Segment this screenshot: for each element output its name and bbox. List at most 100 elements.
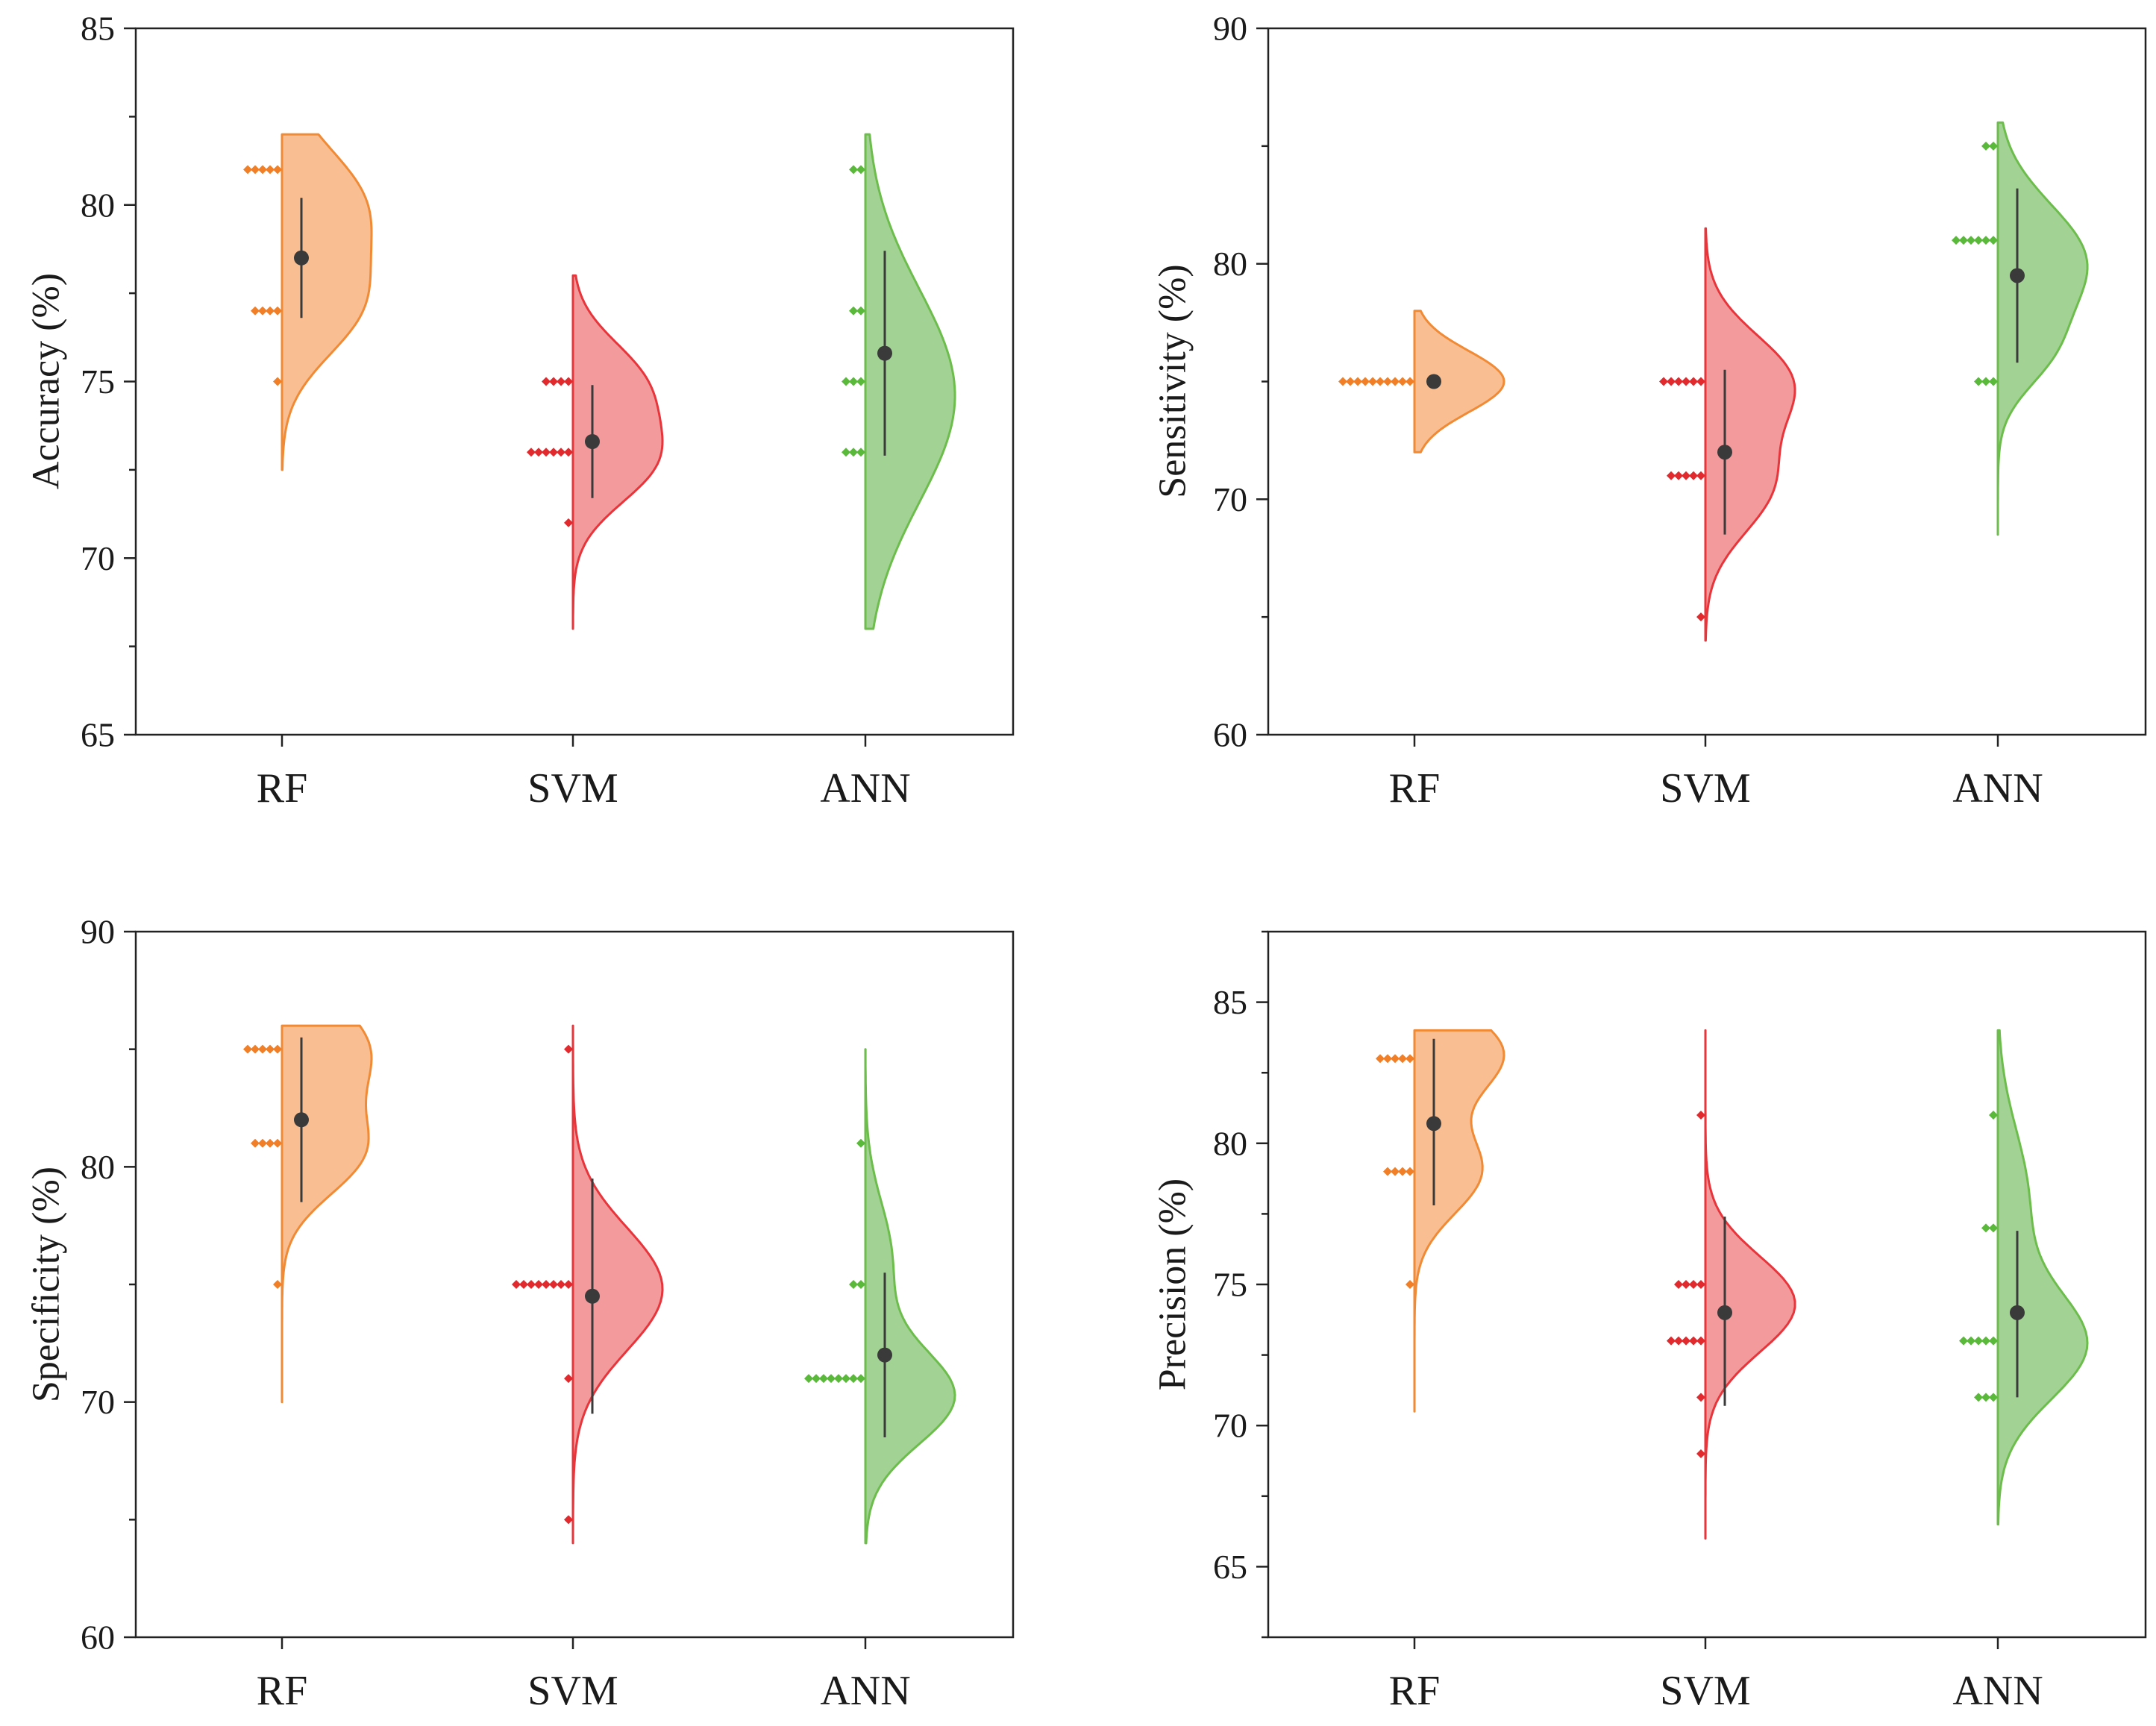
accuracy-svm-data-point: [549, 448, 558, 457]
precision-rf-data-point: [1398, 1054, 1407, 1064]
sensitivity-rf-data-point: [1376, 377, 1385, 386]
accuracy-svm-data-point: [549, 377, 558, 386]
sensitivity-ann-data-point: [1989, 377, 1998, 386]
sensitivity-svm-mean-marker: [1717, 445, 1732, 460]
specificity-ytick-label: 80: [81, 1148, 115, 1186]
specificity-rf-mean-marker: [294, 1112, 309, 1128]
precision-svm-data-point: [1696, 1336, 1705, 1346]
precision-rf-data-point: [1391, 1054, 1400, 1064]
sensitivity-svm-data-point: [1667, 377, 1676, 386]
precision-rf-mean-marker: [1426, 1116, 1441, 1132]
accuracy-category-label-ann: ANN: [820, 765, 910, 812]
precision-svm-data-point: [1667, 1336, 1676, 1346]
sensitivity-rf-data-point: [1398, 377, 1407, 386]
specificity-ann-data-point: [856, 1374, 865, 1384]
accuracy-ytick-label: 70: [81, 539, 115, 577]
specificity-rf-data-point: [266, 1138, 275, 1148]
sensitivity-ann-violin: [1996, 121, 2089, 536]
specificity-ann-data-point: [842, 1374, 850, 1384]
specificity-svm-data-point: [557, 1280, 565, 1289]
accuracy-rf-data-point: [273, 306, 282, 316]
precision-svm-mean-marker: [1717, 1305, 1732, 1320]
precision-ytick-label: 65: [1213, 1548, 1247, 1586]
precision-rf-violin: [1413, 1029, 1505, 1413]
specificity-ann-data-point: [849, 1374, 858, 1384]
specificity-svm-data-point: [527, 1280, 536, 1289]
specificity-rf-data-point: [273, 1280, 282, 1289]
sensitivity-ann-data-point: [1952, 236, 1961, 245]
precision-svm-data-point: [1696, 1110, 1705, 1120]
sensitivity-rf-data-point: [1391, 377, 1400, 386]
accuracy-rf-violin: [281, 133, 373, 471]
sensitivity-ytick-label: 80: [1213, 245, 1247, 283]
sensitivity-rf-data-point: [1338, 377, 1347, 386]
precision-rf-data-point: [1398, 1167, 1407, 1176]
sensitivity-rf-data-point: [1406, 377, 1414, 386]
sensitivity-svm-data-point: [1696, 471, 1705, 480]
accuracy-ann-data-point: [849, 377, 858, 386]
accuracy-svm-data-point: [527, 448, 536, 457]
specificity-svm-data-point: [564, 1515, 573, 1525]
specificity-rf-data-point: [243, 1044, 252, 1054]
accuracy-ann-violin: [864, 133, 956, 630]
precision-svm-violin: [1704, 1029, 1796, 1540]
precision-rf-data-point: [1383, 1167, 1392, 1176]
sensitivity-ann-data-point: [1974, 236, 1983, 245]
sensitivity-ann-data-point: [1981, 236, 1990, 245]
precision-ann-violin: [1996, 1029, 2089, 1526]
specificity-category-label-rf: RF: [257, 1668, 308, 1714]
accuracy-rf-data-point: [251, 306, 260, 316]
accuracy-svm-data-point: [564, 448, 573, 457]
sensitivity-ann-mean-marker: [2010, 268, 2025, 283]
precision-svm-data-point: [1674, 1336, 1683, 1346]
accuracy-ann-data-point: [842, 448, 850, 457]
specificity-svm-data-point: [542, 1280, 551, 1289]
specificity-rf-data-point: [251, 1044, 260, 1054]
sensitivity-svm-data-point: [1689, 471, 1698, 480]
sensitivity-rf-data-point: [1353, 377, 1362, 386]
precision-rf-data-point: [1406, 1054, 1414, 1064]
accuracy-ann-data-point: [842, 377, 850, 386]
specificity-svm-data-point: [564, 1044, 573, 1054]
sensitivity-rf-data-point: [1346, 377, 1355, 386]
sensitivity-svm-data-point: [1689, 377, 1698, 386]
precision-ann-data-point: [1981, 1336, 1990, 1346]
specificity-ann-data-point: [812, 1374, 821, 1384]
specificity-rf-data-point: [258, 1044, 267, 1054]
accuracy-svm-mean-marker: [585, 433, 600, 449]
precision-rf-data-point: [1376, 1054, 1385, 1064]
specificity-category-label-ann: ANN: [820, 1668, 910, 1714]
sensitivity-svm-data-point: [1674, 377, 1683, 386]
sensitivity-svm-violin: [1704, 227, 1796, 642]
sensitivity-ytick-label: 70: [1213, 480, 1247, 518]
specificity-ytick-label: 70: [81, 1383, 115, 1421]
sensitivity-svm-data-point: [1667, 471, 1676, 480]
sensitivity-category-label-ann: ANN: [1952, 765, 2043, 812]
accuracy-rf-data-point: [273, 377, 282, 386]
precision-ann-data-point: [1974, 1336, 1983, 1346]
precision-svm-data-point: [1682, 1280, 1690, 1289]
accuracy-svm-data-point: [542, 377, 551, 386]
specificity-svm-data-point: [564, 1374, 573, 1384]
accuracy-svm-data-point: [534, 448, 543, 457]
accuracy-ann-data-point: [856, 306, 865, 316]
specificity-svm-data-point: [534, 1280, 543, 1289]
sensitivity-svm-data-point: [1696, 377, 1705, 386]
accuracy-svm-violin: [571, 274, 664, 630]
precision-svm-data-point: [1696, 1280, 1705, 1289]
accuracy-ann-data-point: [856, 165, 865, 175]
accuracy-rf-data-point: [258, 306, 267, 316]
sensitivity-ann-data-point: [1967, 236, 1975, 245]
specificity-svm-data-point: [564, 1280, 573, 1289]
specificity-ann-data-point: [834, 1374, 843, 1384]
sensitivity-ann-data-point: [1974, 377, 1983, 386]
accuracy-rf-data-point: [266, 306, 275, 316]
precision-rf-data-point: [1406, 1167, 1414, 1176]
specificity-ann-data-point: [856, 1138, 865, 1148]
specificity-panel: 60 70 80 90 RF SVM ANN Specificity (%): [25, 913, 1015, 1714]
precision-ytick-label: 70: [1213, 1407, 1247, 1445]
specificity-ann-violin: [864, 1048, 956, 1545]
accuracy-ann-data-point: [856, 448, 865, 457]
accuracy-svm-data-point: [557, 377, 565, 386]
